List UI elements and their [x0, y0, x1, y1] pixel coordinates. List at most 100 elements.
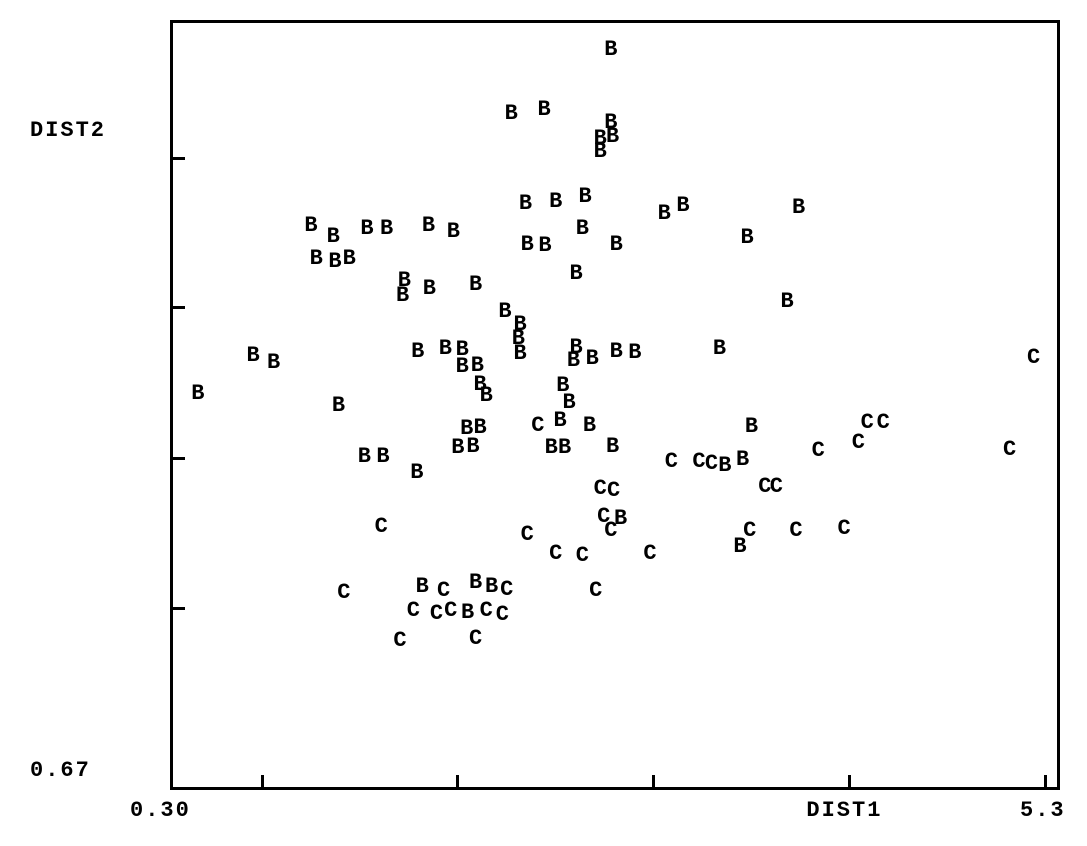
data-point: B: [485, 576, 498, 598]
data-point: C: [549, 543, 562, 565]
data-point: B: [545, 437, 558, 459]
data-point: B: [604, 39, 617, 61]
data-point: C: [1027, 347, 1040, 369]
data-point: B: [422, 215, 435, 237]
data-point: B: [411, 341, 424, 363]
data-point: B: [461, 602, 474, 624]
data-point: B: [416, 576, 429, 598]
data-point: C: [337, 582, 350, 604]
x-max-label: 5.3: [1020, 798, 1066, 823]
data-point: B: [740, 227, 753, 249]
data-point: C: [705, 453, 718, 475]
data-point: C: [812, 440, 825, 462]
data-point: B: [578, 186, 591, 208]
y-tick: [173, 157, 185, 160]
data-point: B: [310, 248, 323, 270]
data-point: B: [304, 215, 317, 237]
data-point: B: [246, 345, 259, 367]
data-point: C: [375, 516, 388, 538]
data-point: C: [500, 579, 513, 601]
data-point: B: [519, 193, 532, 215]
data-point: C: [607, 480, 620, 502]
data-point: C: [521, 524, 534, 546]
data-point: B: [521, 234, 534, 256]
data-point: B: [594, 141, 607, 163]
data-point: B: [570, 263, 583, 285]
y-tick: [173, 607, 185, 610]
data-point: B: [718, 455, 731, 477]
x-axis-label: DIST1: [806, 798, 882, 823]
data-point: B: [410, 462, 423, 484]
data-point: B: [358, 446, 371, 468]
data-point: B: [513, 343, 526, 365]
data-point: B: [376, 446, 389, 468]
data-point: B: [780, 291, 793, 313]
data-point: B: [343, 248, 356, 270]
data-point: B: [606, 436, 619, 458]
data-point: B: [549, 191, 562, 213]
data-point: C: [594, 478, 607, 500]
data-point: B: [480, 385, 493, 407]
data-point: B: [745, 416, 758, 438]
data-point: C: [469, 628, 482, 650]
data-point: B: [586, 348, 599, 370]
data-point: B: [606, 126, 619, 148]
data-point: B: [538, 235, 551, 257]
data-point: B: [466, 436, 479, 458]
data-point: B: [628, 342, 641, 364]
data-point: C: [407, 600, 420, 622]
data-point: C: [665, 451, 678, 473]
x-min-label: 0.30: [130, 798, 191, 823]
data-point: B: [498, 301, 511, 323]
x-tick: [848, 775, 851, 787]
data-point: B: [439, 338, 452, 360]
data-point: C: [837, 518, 850, 540]
x-tick: [261, 775, 264, 787]
data-point: C: [743, 520, 756, 542]
data-point: C: [852, 432, 865, 454]
data-point: B: [451, 437, 464, 459]
x-tick: [1044, 775, 1047, 787]
data-point: B: [327, 226, 340, 248]
y-tick: [173, 306, 185, 309]
x-tick: [456, 775, 459, 787]
data-point: C: [1003, 439, 1016, 461]
data-point: B: [538, 99, 551, 121]
data-point: C: [877, 412, 890, 434]
data-point: C: [430, 603, 443, 625]
plot-area: BBBBBBBBBBBBBBBBBBBBBBBBBBBBBBBBBBBBBBBB…: [170, 20, 1060, 790]
data-point: B: [380, 218, 393, 240]
data-point: B: [583, 415, 596, 437]
data-point: B: [658, 203, 671, 225]
data-point: B: [610, 341, 623, 363]
data-point: C: [496, 604, 509, 626]
data-point: C: [692, 451, 705, 473]
data-point: B: [423, 278, 436, 300]
data-point: B: [469, 572, 482, 594]
data-point: C: [531, 415, 544, 437]
data-point: B: [332, 395, 345, 417]
data-point: B: [396, 285, 409, 307]
data-point: C: [576, 545, 589, 567]
y-tick: [173, 457, 185, 460]
data-point: B: [792, 197, 805, 219]
y-min-label: 0.67: [30, 758, 91, 783]
data-point: B: [456, 356, 469, 378]
data-point: C: [589, 580, 602, 602]
data-point: B: [267, 352, 280, 374]
x-tick: [652, 775, 655, 787]
data-point: C: [444, 600, 457, 622]
data-point: B: [447, 221, 460, 243]
data-point: B: [558, 437, 571, 459]
data-point: B: [713, 338, 726, 360]
data-point: B: [360, 218, 373, 240]
data-point: C: [789, 520, 802, 542]
data-point: B: [610, 234, 623, 256]
data-point: B: [676, 195, 689, 217]
y-axis-label: DIST2: [30, 118, 106, 143]
data-point: C: [480, 600, 493, 622]
data-point: B: [576, 218, 589, 240]
data-point: B: [570, 337, 583, 359]
data-point: B: [614, 508, 627, 530]
scatter-chart: BBBBBBBBBBBBBBBBBBBBBBBBBBBBBBBBBBBBBBBB…: [0, 0, 1087, 846]
